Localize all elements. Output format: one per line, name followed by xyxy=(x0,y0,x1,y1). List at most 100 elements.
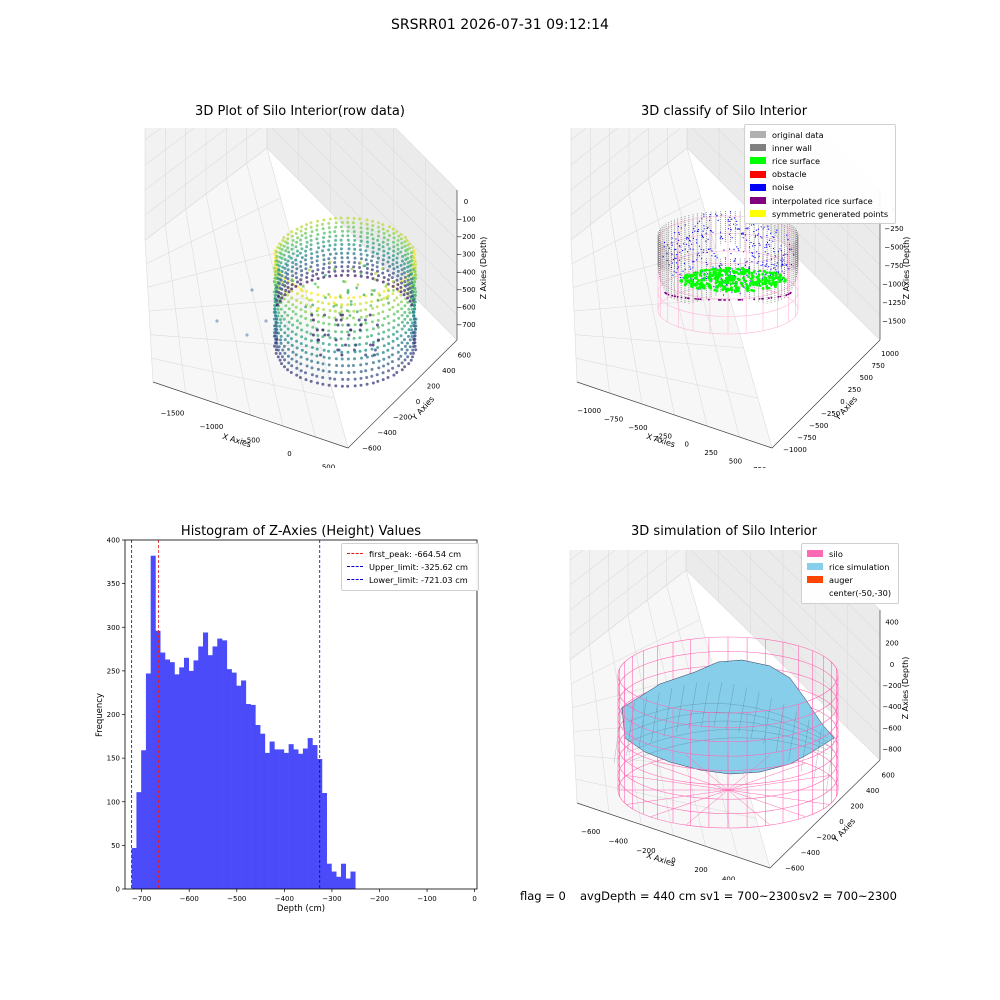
noise-point xyxy=(716,257,718,259)
raw-point xyxy=(328,336,332,340)
y-tick-label: 350 xyxy=(107,580,120,588)
wall-grid-line xyxy=(370,128,458,216)
raw-point xyxy=(275,250,278,254)
raw-point xyxy=(347,260,351,264)
raw-point xyxy=(352,265,356,269)
silo-floor-spoke xyxy=(650,762,729,791)
raw-point xyxy=(377,225,380,229)
noise-point xyxy=(777,250,780,252)
histogram-bar xyxy=(183,657,190,889)
rice-mesh-line xyxy=(627,712,829,743)
raw-point xyxy=(316,241,320,245)
raw-point xyxy=(339,318,343,322)
raw-point xyxy=(369,343,372,347)
raw-point xyxy=(377,243,381,247)
raw-point xyxy=(370,259,373,263)
noise-point xyxy=(760,226,762,228)
raw-point xyxy=(364,353,368,357)
panel1-z-tick: −300 xyxy=(456,251,475,259)
silo-ring xyxy=(617,689,839,728)
panel4-z-tick: 0 xyxy=(890,661,894,669)
noise-point xyxy=(677,239,680,241)
raw-point xyxy=(300,273,304,277)
rice-surface-point xyxy=(732,271,736,275)
raw-point xyxy=(375,305,379,309)
noise-point xyxy=(762,261,764,263)
raw-point xyxy=(345,316,349,320)
raw-point xyxy=(285,263,289,267)
panel2-y-tick: 750 xyxy=(871,362,884,370)
raw-point xyxy=(273,344,276,348)
noise-point xyxy=(710,230,713,232)
raw-point xyxy=(287,347,290,351)
raw-point xyxy=(310,256,313,260)
rice-mesh-line xyxy=(701,681,710,728)
noise-point xyxy=(713,286,715,288)
rice-surface-point xyxy=(683,276,686,280)
raw-point xyxy=(366,240,369,244)
raw-point xyxy=(295,299,299,302)
raw-point xyxy=(411,296,415,300)
raw-point xyxy=(350,267,354,271)
histogram-bar xyxy=(274,749,280,889)
raw-point xyxy=(358,349,362,353)
raw-point xyxy=(351,221,355,225)
raw-point xyxy=(296,319,299,323)
histogram-bar xyxy=(279,749,285,889)
raw-point xyxy=(400,361,404,365)
panel4-title: 3D simulation of Silo Interior xyxy=(631,524,817,539)
raw-point xyxy=(355,310,359,314)
noise-point xyxy=(741,233,743,235)
raw-point xyxy=(334,318,338,322)
noise-point xyxy=(733,217,736,219)
raw-point xyxy=(278,318,282,322)
noise-point xyxy=(722,238,724,240)
noise-point xyxy=(788,248,791,250)
noise-point xyxy=(736,224,738,226)
panel1-x-tick: −500 xyxy=(241,437,260,445)
raw-point xyxy=(310,252,314,256)
raw-point xyxy=(277,345,281,349)
raw-point xyxy=(382,289,386,293)
rice-surface-point xyxy=(778,280,781,284)
histogram-bar xyxy=(207,655,213,889)
y-tick-label: 200 xyxy=(107,711,120,719)
noise-point xyxy=(684,224,686,226)
noise-point xyxy=(675,262,678,264)
raw-point xyxy=(287,290,291,294)
x-tick-label: −100 xyxy=(417,895,436,903)
raw-point xyxy=(334,234,338,238)
raw-point xyxy=(323,313,327,317)
raw-point xyxy=(373,348,377,352)
raw-point xyxy=(388,234,391,237)
rice-surface-point xyxy=(711,267,715,271)
histogram-bar xyxy=(150,555,156,889)
raw-point xyxy=(316,381,319,385)
raw-point xyxy=(346,273,350,277)
panel4-x-tick: −600 xyxy=(581,828,600,836)
raw-point xyxy=(275,269,279,273)
figure-title: SRSRR01 2026-07-31 09:12:14 xyxy=(391,17,609,33)
raw-point xyxy=(396,303,400,307)
legend-line xyxy=(347,566,363,568)
noise-point xyxy=(672,274,674,276)
rice-surface-point xyxy=(680,278,683,282)
raw-point xyxy=(411,290,415,294)
raw-point xyxy=(286,341,290,345)
interpolated-point xyxy=(699,298,702,301)
noise-point xyxy=(676,268,678,270)
raw-point xyxy=(296,249,299,253)
raw-point xyxy=(295,373,299,377)
raw-point xyxy=(372,340,375,344)
noise-point xyxy=(719,231,722,233)
raw-point xyxy=(412,249,416,253)
noise-point xyxy=(668,247,671,249)
raw-point xyxy=(282,297,286,301)
noise-point xyxy=(695,239,698,241)
raw-point xyxy=(391,292,395,296)
wall-grid-line xyxy=(570,128,619,166)
panel4-z-label: Z Axies (Depth) xyxy=(901,657,910,720)
noise-point xyxy=(675,271,677,273)
axis-line xyxy=(576,802,771,869)
raw-point xyxy=(334,216,337,220)
